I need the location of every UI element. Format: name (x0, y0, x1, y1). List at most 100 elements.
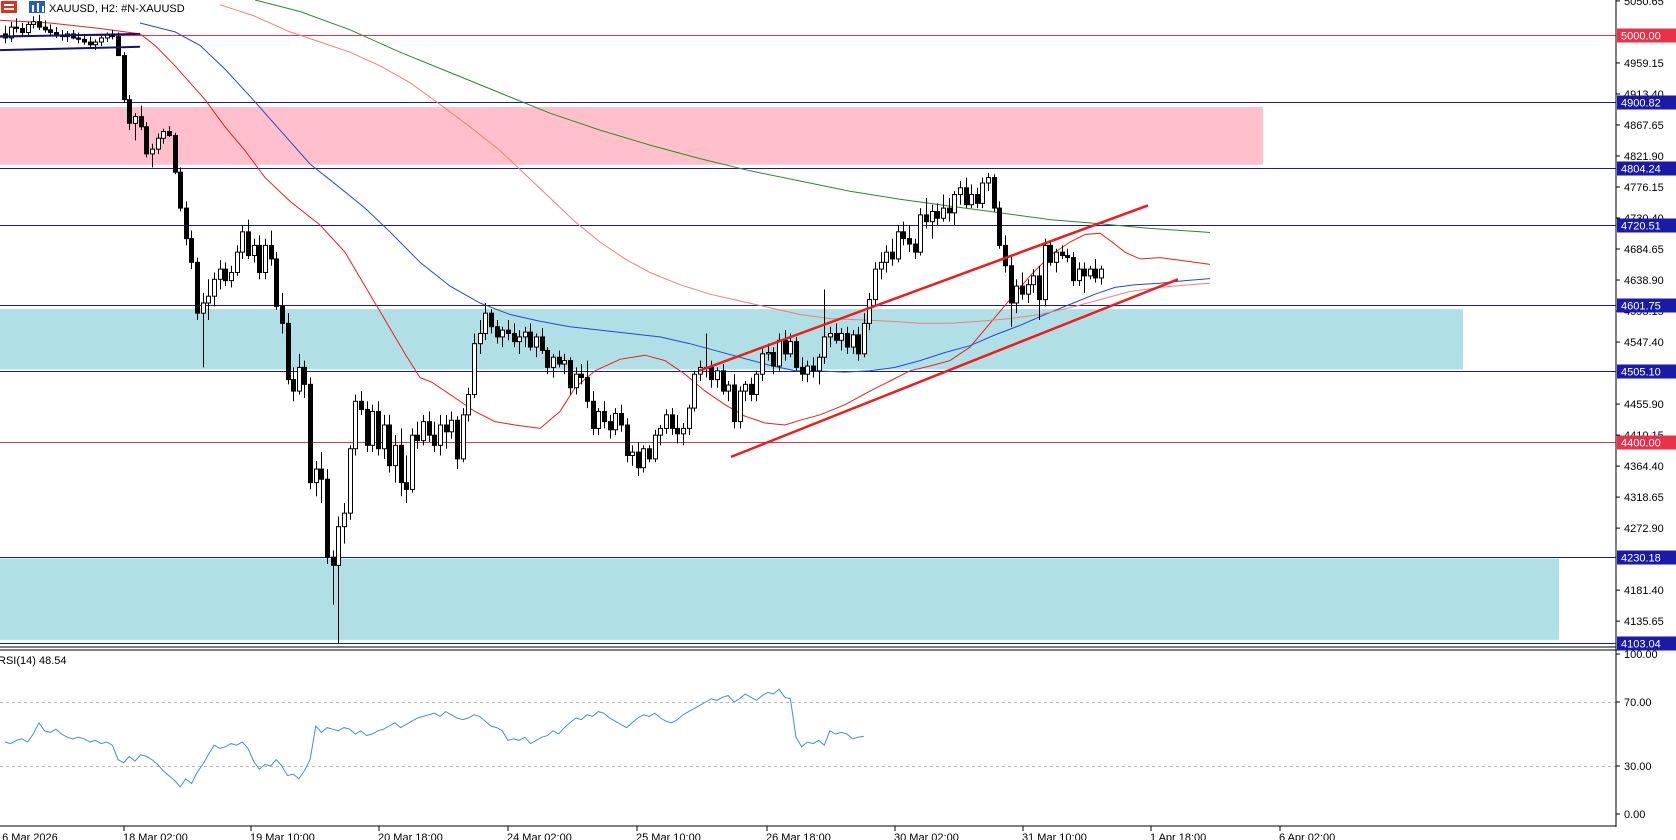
candle (800, 357, 805, 381)
candle (935, 203, 940, 226)
rsi-tick-label: 30.00 (1624, 761, 1652, 773)
price-tick-label: 4181.40 (1624, 585, 1664, 597)
candle (483, 303, 488, 341)
price-tick-label: 4684.65 (1624, 244, 1664, 256)
candle (670, 408, 675, 436)
candle (14, 18, 19, 33)
candle (687, 404, 692, 436)
level-label-bg (1617, 95, 1676, 110)
candle (596, 408, 601, 436)
candle (489, 309, 494, 334)
candle-body-bear (647, 448, 652, 460)
candle (438, 414, 443, 456)
candle-body-bear (602, 410, 607, 423)
candle (37, 14, 42, 30)
candle-body-bull (382, 424, 387, 450)
price-zones (0, 107, 1559, 640)
candle-body-bull (252, 244, 257, 257)
candle-body-bull (664, 414, 669, 429)
candle (444, 414, 449, 449)
candle (896, 225, 901, 263)
candle-body-bull (105, 34, 110, 39)
candle-body-bull (879, 261, 884, 270)
candle-body-bear (82, 38, 87, 43)
candle (924, 197, 929, 229)
candle-body-bear (557, 356, 562, 365)
candle (173, 132, 178, 175)
candle-body-bear (670, 414, 675, 429)
price-tick-label: 4821.90 (1624, 151, 1664, 163)
candle-body-bear (280, 305, 285, 324)
candle (20, 23, 25, 37)
time-tick-label: 6 Apr 02:00 (1279, 832, 1335, 840)
candle-body-bull (212, 278, 217, 297)
time-tick-label: 31 Mar 10:00 (1022, 832, 1087, 840)
candle-body-bull (449, 419, 454, 433)
candle-body-bull (986, 177, 991, 184)
candle (602, 401, 607, 429)
candle (427, 411, 432, 442)
candle (647, 445, 652, 463)
time-tick-label: 18 Mar 02:00 (123, 832, 188, 840)
rsi-path (4, 688, 864, 788)
candle-body-bull (930, 210, 935, 223)
candle-body-bear (1009, 265, 1014, 304)
candle-body-bull (726, 384, 731, 392)
price-tick-label: 4638.90 (1624, 275, 1664, 287)
candle-body-bull (483, 312, 488, 335)
time-axis-labels: 16 Mar 2026 18 Mar 02:00 19 Mar 10:00 20 Ma… (0, 826, 1335, 840)
candle-body-bull (896, 231, 901, 260)
candle-body-bull (681, 427, 686, 435)
rsi-tick-label: 100.00 (1624, 649, 1658, 661)
candle-body-bull (99, 37, 104, 43)
candle (545, 347, 550, 375)
candle-body-bull (918, 214, 923, 253)
candle-body-bear (43, 26, 48, 31)
candle (579, 364, 584, 385)
candle-body-bear (800, 366, 805, 375)
time-tick-label: 25 Mar 10:00 (636, 832, 701, 840)
candle-body-bear (286, 322, 291, 381)
candle-body-bear (246, 231, 251, 257)
candle-body-bull (314, 468, 319, 484)
candle-body-bull (93, 41, 98, 46)
candle-body-bear (568, 360, 573, 389)
candle-body-bear (901, 231, 906, 240)
rsi-tick-label: 70.00 (1624, 697, 1652, 709)
symbol-menu-icon[interactable] (1, 1, 17, 13)
candle-body-bull (161, 131, 166, 139)
level-label-bg (1617, 435, 1676, 450)
candle (218, 260, 223, 290)
candle (43, 20, 48, 33)
candle (223, 262, 228, 287)
candle-body-bear (319, 468, 324, 480)
price-tick-label: 5050.65 (1624, 0, 1664, 8)
candle-body-bull (466, 394, 471, 416)
candle (771, 347, 776, 375)
candle-body-bear (495, 326, 500, 338)
level-label-bg (1617, 218, 1676, 233)
candle-body-bear (924, 214, 929, 223)
candle-body-bear (811, 365, 816, 372)
candle-body-bull (297, 366, 302, 392)
candle (907, 225, 912, 253)
candle-body-bear (506, 329, 511, 335)
candle (1082, 262, 1087, 293)
candle (133, 113, 138, 141)
candle (291, 367, 296, 402)
candle (387, 414, 392, 473)
candle (325, 469, 330, 564)
candle (1054, 248, 1059, 273)
candle-body-bull (1088, 268, 1093, 277)
candle (884, 245, 889, 273)
candle (286, 313, 291, 385)
candle-body-bear (365, 408, 370, 446)
candle-body-bull (658, 427, 663, 436)
candle-body-bull (805, 365, 810, 375)
candle (348, 445, 353, 520)
candle (370, 404, 375, 453)
candle-body-bear (178, 171, 183, 209)
candle (478, 319, 483, 354)
candle-body-bull (1043, 244, 1048, 301)
